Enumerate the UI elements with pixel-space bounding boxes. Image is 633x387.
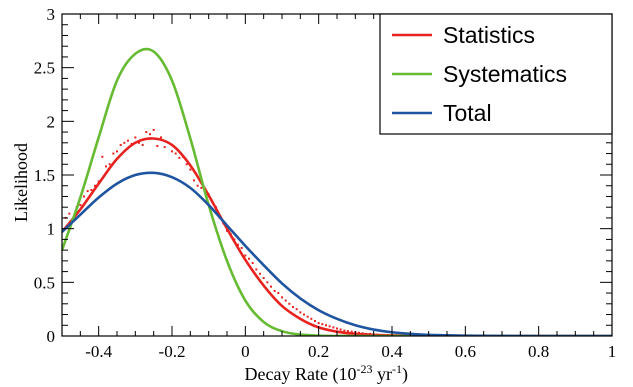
statistics-sample-point xyxy=(189,168,192,171)
plot-frame xyxy=(61,13,613,337)
statistics-sample-point xyxy=(127,139,129,142)
statistics-sample-point xyxy=(200,186,203,189)
statistics-sample-point xyxy=(273,289,276,292)
statistics-sample-point xyxy=(134,136,137,139)
statistics-sample-point xyxy=(152,128,155,131)
x-tick-label: -0.4 xyxy=(85,342,112,361)
x-axis-title-exp2: -1 xyxy=(392,362,402,376)
statistics-sample-point xyxy=(317,322,320,325)
statistics-sample-point xyxy=(299,311,302,314)
statistics-sample-point xyxy=(255,268,258,271)
statistics-sample-point xyxy=(358,331,360,334)
statistics-sample-point xyxy=(277,292,280,295)
legend-label-systematics: Systematics xyxy=(443,61,567,87)
statistics-sample-point xyxy=(328,325,331,328)
statistics-sample-point xyxy=(86,190,89,193)
statistics-sample-point xyxy=(185,163,188,166)
statistics-sample-point xyxy=(105,165,107,168)
statistics-sample-point xyxy=(336,327,338,330)
statistics-sample-point xyxy=(314,319,316,322)
statistics-sample-point xyxy=(237,243,239,246)
statistics-sample-point xyxy=(108,163,111,166)
x-axis-title-exp1: -23 xyxy=(357,362,373,376)
statistics-sample-point xyxy=(266,281,269,284)
statistics-sample-point xyxy=(244,254,247,257)
statistics-sample-point xyxy=(288,302,291,305)
statistics-sample-point xyxy=(123,141,126,144)
statistics-sample-point xyxy=(119,143,122,146)
statistics-sample-point xyxy=(240,246,243,249)
statistics-sample-point xyxy=(145,131,148,134)
x-axis-title-mid: yr xyxy=(373,364,393,384)
statistics-sample-point xyxy=(156,145,159,148)
statistics-sample-point xyxy=(163,146,166,149)
statistics-sample-point xyxy=(196,184,199,187)
y-tick-label: 0 xyxy=(47,327,56,346)
statistics-sample-point xyxy=(90,189,93,192)
x-tick-labels: -0.4 -0.2 0 0.2 0.4 0.6 0.8 1 xyxy=(85,342,616,361)
x-axis-title-end: ) xyxy=(402,364,408,385)
statistics-sample-point xyxy=(251,262,254,265)
statistics-sample-point xyxy=(149,133,151,136)
legend: Statistics Systematics Total xyxy=(379,13,613,135)
x-tick-label: 0.4 xyxy=(381,342,403,361)
statistics-sample-point xyxy=(295,308,298,311)
x-tick-label: -0.2 xyxy=(159,342,186,361)
statistics-sample-point xyxy=(270,285,272,288)
x-tick-label: 0.2 xyxy=(308,342,329,361)
statistics-sample-point xyxy=(248,257,250,260)
y-tick-labels: 0 0.5 1 1.5 2 2.5 3 xyxy=(34,5,55,346)
statistics-sample-point xyxy=(101,155,104,158)
legend-label-statistics: Statistics xyxy=(443,22,535,48)
statistics-sample-point xyxy=(292,306,294,309)
statistics-sample-point xyxy=(303,313,305,316)
statistics-sample-point xyxy=(160,136,162,139)
statistics-sample-point xyxy=(347,330,349,333)
statistics-sample-point xyxy=(68,212,71,215)
y-tick-label: 0.5 xyxy=(34,273,55,292)
statistics-sample-point xyxy=(339,328,342,331)
statistics-sample-point xyxy=(284,299,287,302)
statistics-sample-point xyxy=(262,277,265,280)
statistics-sample-point xyxy=(79,204,82,207)
y-tick-label: 2.5 xyxy=(34,59,55,78)
statistics-sample-point xyxy=(332,326,335,329)
statistics-sample-point xyxy=(306,315,309,318)
x-tick-label: 1 xyxy=(608,342,617,361)
x-axis-title-base: Decay Rate (10 xyxy=(245,364,357,385)
statistics-sample-point xyxy=(138,141,140,144)
statistics-sample-point xyxy=(350,330,353,333)
y-tick-label: 1 xyxy=(47,220,56,239)
y-tick-label: 2 xyxy=(47,112,56,131)
y-tick-label: 1.5 xyxy=(34,166,55,185)
systematics-curve xyxy=(62,47,612,336)
statistics-sample-point xyxy=(116,150,118,153)
statistics-sample-point xyxy=(171,150,173,153)
statistics-sample-point xyxy=(83,195,85,198)
x-axis-title: Decay Rate (10-23 yr-1) xyxy=(245,362,408,385)
statistics-sample-point xyxy=(310,317,313,320)
statistics-sample-point xyxy=(325,324,327,327)
ticks-layer xyxy=(61,13,613,337)
y-axis-title: Likelihood xyxy=(11,143,31,222)
x-tick-label: 0.8 xyxy=(528,342,549,361)
statistics-sample-point xyxy=(112,152,115,155)
statistics-sample-point xyxy=(94,184,96,187)
statistics-sample-point xyxy=(178,156,181,159)
statistics-sample-point xyxy=(141,143,144,146)
x-tick-label: 0 xyxy=(241,342,250,361)
statistics-sample-point xyxy=(193,179,195,182)
statistics-sample-point xyxy=(259,272,261,275)
statistics-sample-point xyxy=(321,323,324,326)
y-tick-label: 3 xyxy=(47,5,56,24)
legend-label-total: Total xyxy=(443,100,492,126)
statistics-sample-point xyxy=(281,296,283,299)
statistics-sample-point xyxy=(174,152,177,155)
statistics-sample-point xyxy=(343,329,346,332)
x-tick-label: 0.6 xyxy=(455,342,476,361)
